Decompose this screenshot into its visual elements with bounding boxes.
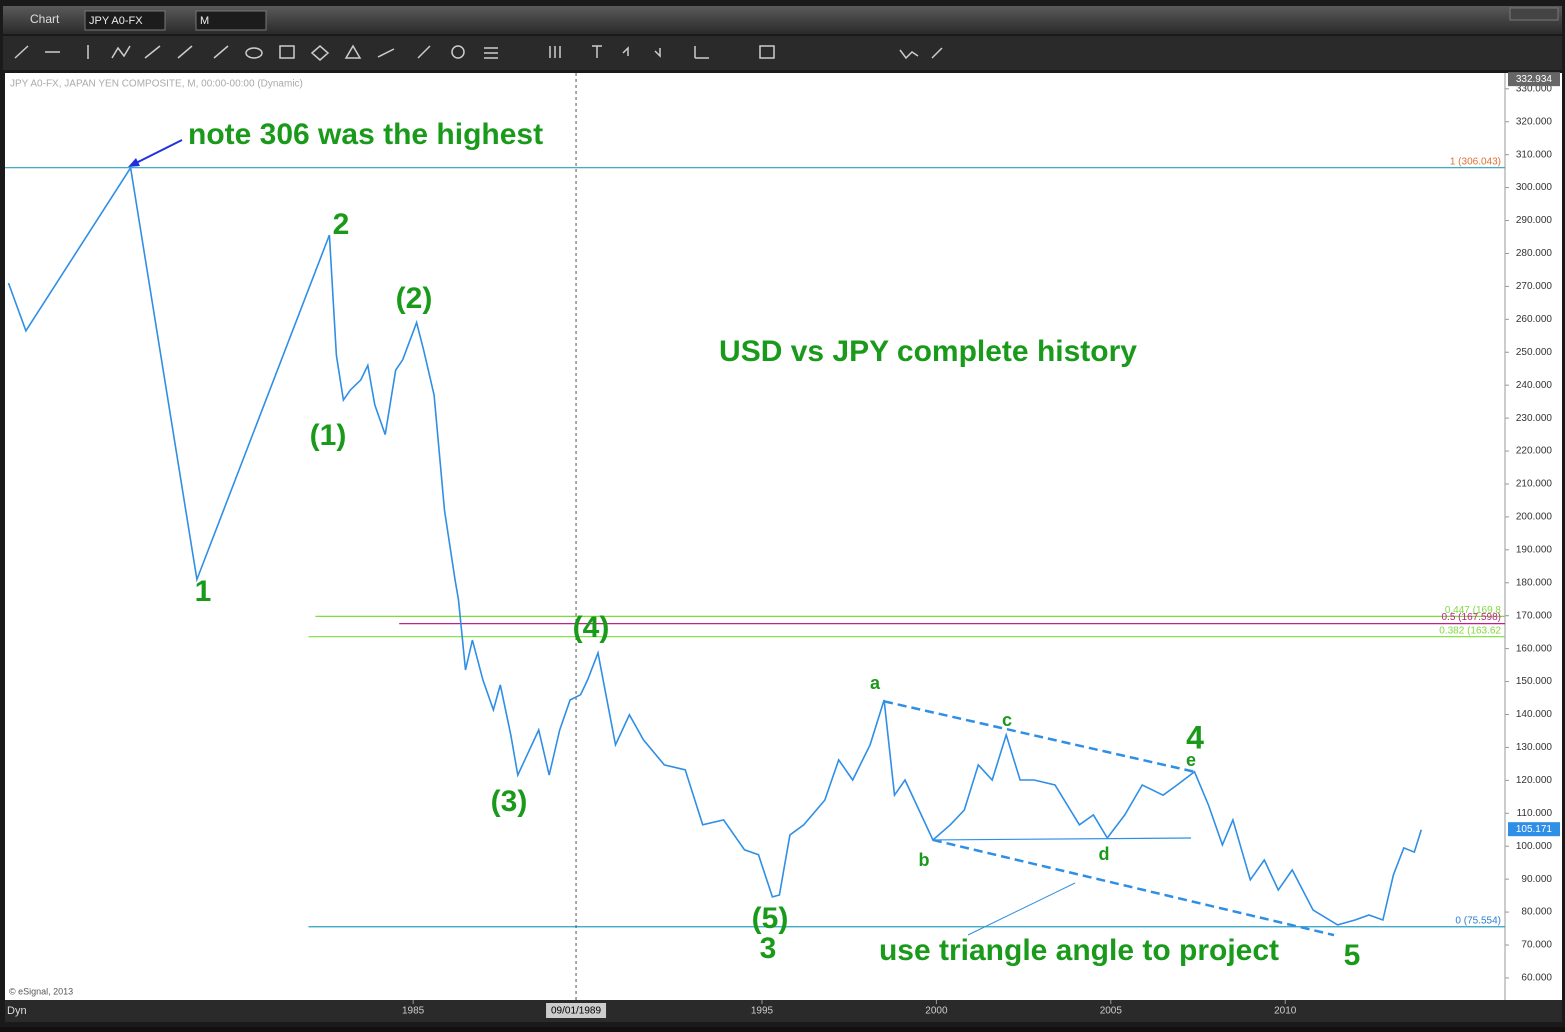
wave-annotation: (3) xyxy=(491,785,528,818)
wave-annotation: 3 xyxy=(760,932,777,965)
wave-annotation: a xyxy=(870,673,881,693)
y-tick-label: 80.000 xyxy=(1521,907,1552,918)
y-tick-label: 300.000 xyxy=(1516,182,1553,193)
toolbar xyxy=(3,36,1562,70)
window-controls[interactable] xyxy=(1509,7,1559,21)
fib-level-label: 0.447 (169.8 xyxy=(1445,605,1502,616)
wave-annotation: note 306 was the highest xyxy=(188,118,543,151)
x-tick-label: 2005 xyxy=(1100,1006,1123,1017)
annotation-arrow xyxy=(131,139,183,166)
wave-annotation: (1) xyxy=(310,419,347,452)
y-tick-label: 150.000 xyxy=(1516,676,1553,687)
y-tick-label: 250.000 xyxy=(1516,347,1553,358)
y-tick-label: 290.000 xyxy=(1516,215,1553,226)
fib-level-label: 1 (306.043) xyxy=(1450,156,1501,167)
fib-level-label: 0 (75.554) xyxy=(1455,915,1501,926)
y-tick-label: 330.000 xyxy=(1516,83,1553,94)
window-title: Chart xyxy=(30,12,60,26)
y-tick-label: 220.000 xyxy=(1516,446,1553,457)
wave-annotation: 2 xyxy=(333,208,350,241)
wave-annotation: (4) xyxy=(573,611,610,644)
axis-high-box xyxy=(1508,72,1560,87)
wave-annotation: 1 xyxy=(195,575,212,608)
interval[interactable]: M xyxy=(200,15,209,27)
symbol-box[interactable] xyxy=(84,10,166,31)
wave-annotation: 5 xyxy=(1344,939,1361,972)
trendline xyxy=(932,837,1192,841)
y-tick-label: 170.000 xyxy=(1516,610,1553,621)
symbol[interactable]: JPY A0-FX xyxy=(89,15,143,27)
y-tick-label: 200.000 xyxy=(1516,512,1553,523)
y-tick-label: 230.000 xyxy=(1516,413,1553,424)
y-tick-label: 100.000 xyxy=(1516,841,1553,852)
x-tick-label: 2010 xyxy=(1274,1006,1297,1017)
axis-high-label: 332.934 xyxy=(1516,74,1553,85)
y-tick-label: 110.000 xyxy=(1517,808,1553,819)
crosshair-label: 09/01/1989 xyxy=(551,1006,601,1017)
crosshair-label-box xyxy=(546,1003,607,1018)
trendline xyxy=(883,700,1195,774)
wave-annotation: (2) xyxy=(396,282,433,315)
copyright: © eSignal, 2013 xyxy=(9,986,73,996)
wave-annotation: 4 xyxy=(1186,719,1204,755)
fib-level-label: 0.382 (163.62 xyxy=(1439,625,1501,636)
interval-box[interactable] xyxy=(195,10,267,31)
y-tick-label: 270.000 xyxy=(1516,281,1553,292)
y-tick-label: 280.000 xyxy=(1516,248,1553,259)
y-tick-label: 210.000 xyxy=(1516,479,1553,490)
wave-annotation: USD vs JPY complete history xyxy=(719,335,1137,368)
mode[interactable]: Dyn xyxy=(7,1005,27,1017)
y-tick-label: 140.000 xyxy=(1516,709,1553,720)
y-tick-label: 320.000 xyxy=(1516,116,1553,127)
y-tick-label: 180.000 xyxy=(1516,577,1553,588)
wave-annotation: c xyxy=(1002,710,1012,730)
price-line xyxy=(7,165,1423,926)
y-tick-label: 260.000 xyxy=(1516,314,1553,325)
wave-annotation: use triangle angle to project xyxy=(879,934,1279,967)
trendline xyxy=(932,838,1335,937)
wave-annotation: b xyxy=(919,850,930,870)
toolbar-icons[interactable] xyxy=(14,44,943,61)
fib-level-label: 0.5 (167.598) xyxy=(1442,612,1502,623)
wave-annotation: e xyxy=(1186,750,1196,770)
wave-annotation: d xyxy=(1099,844,1110,864)
wave-annotation: (5) xyxy=(752,902,789,935)
y-tick-label: 130.000 xyxy=(1516,742,1553,753)
last-price-box xyxy=(1508,822,1560,837)
x-tick-label: 1985 xyxy=(402,1006,425,1017)
y-tick-label: 70.000 xyxy=(1521,940,1552,951)
y-tick-label: 90.000 xyxy=(1521,874,1552,885)
plot-area xyxy=(5,73,1505,1000)
y-tick-label: 60.000 xyxy=(1521,973,1552,984)
x-tick-label: 2000 xyxy=(925,1006,948,1017)
arrow-head xyxy=(128,158,140,167)
x-tick-label: 1995 xyxy=(751,1006,774,1017)
x-axis-panel xyxy=(5,1000,1562,1022)
last-price-label: 105.171 xyxy=(1516,824,1553,835)
y-tick-label: 120.000 xyxy=(1516,775,1553,786)
y-tick-label: 160.000 xyxy=(1516,643,1553,654)
chart-info: JPY A0-FX, JAPAN YEN COMPOSITE, M, 00:00… xyxy=(10,79,303,90)
y-tick-label: 190.000 xyxy=(1516,544,1553,555)
y-tick-label: 310.000 xyxy=(1516,149,1553,160)
y-axis-panel xyxy=(1505,73,1562,1000)
y-tick-label: 240.000 xyxy=(1516,380,1553,391)
